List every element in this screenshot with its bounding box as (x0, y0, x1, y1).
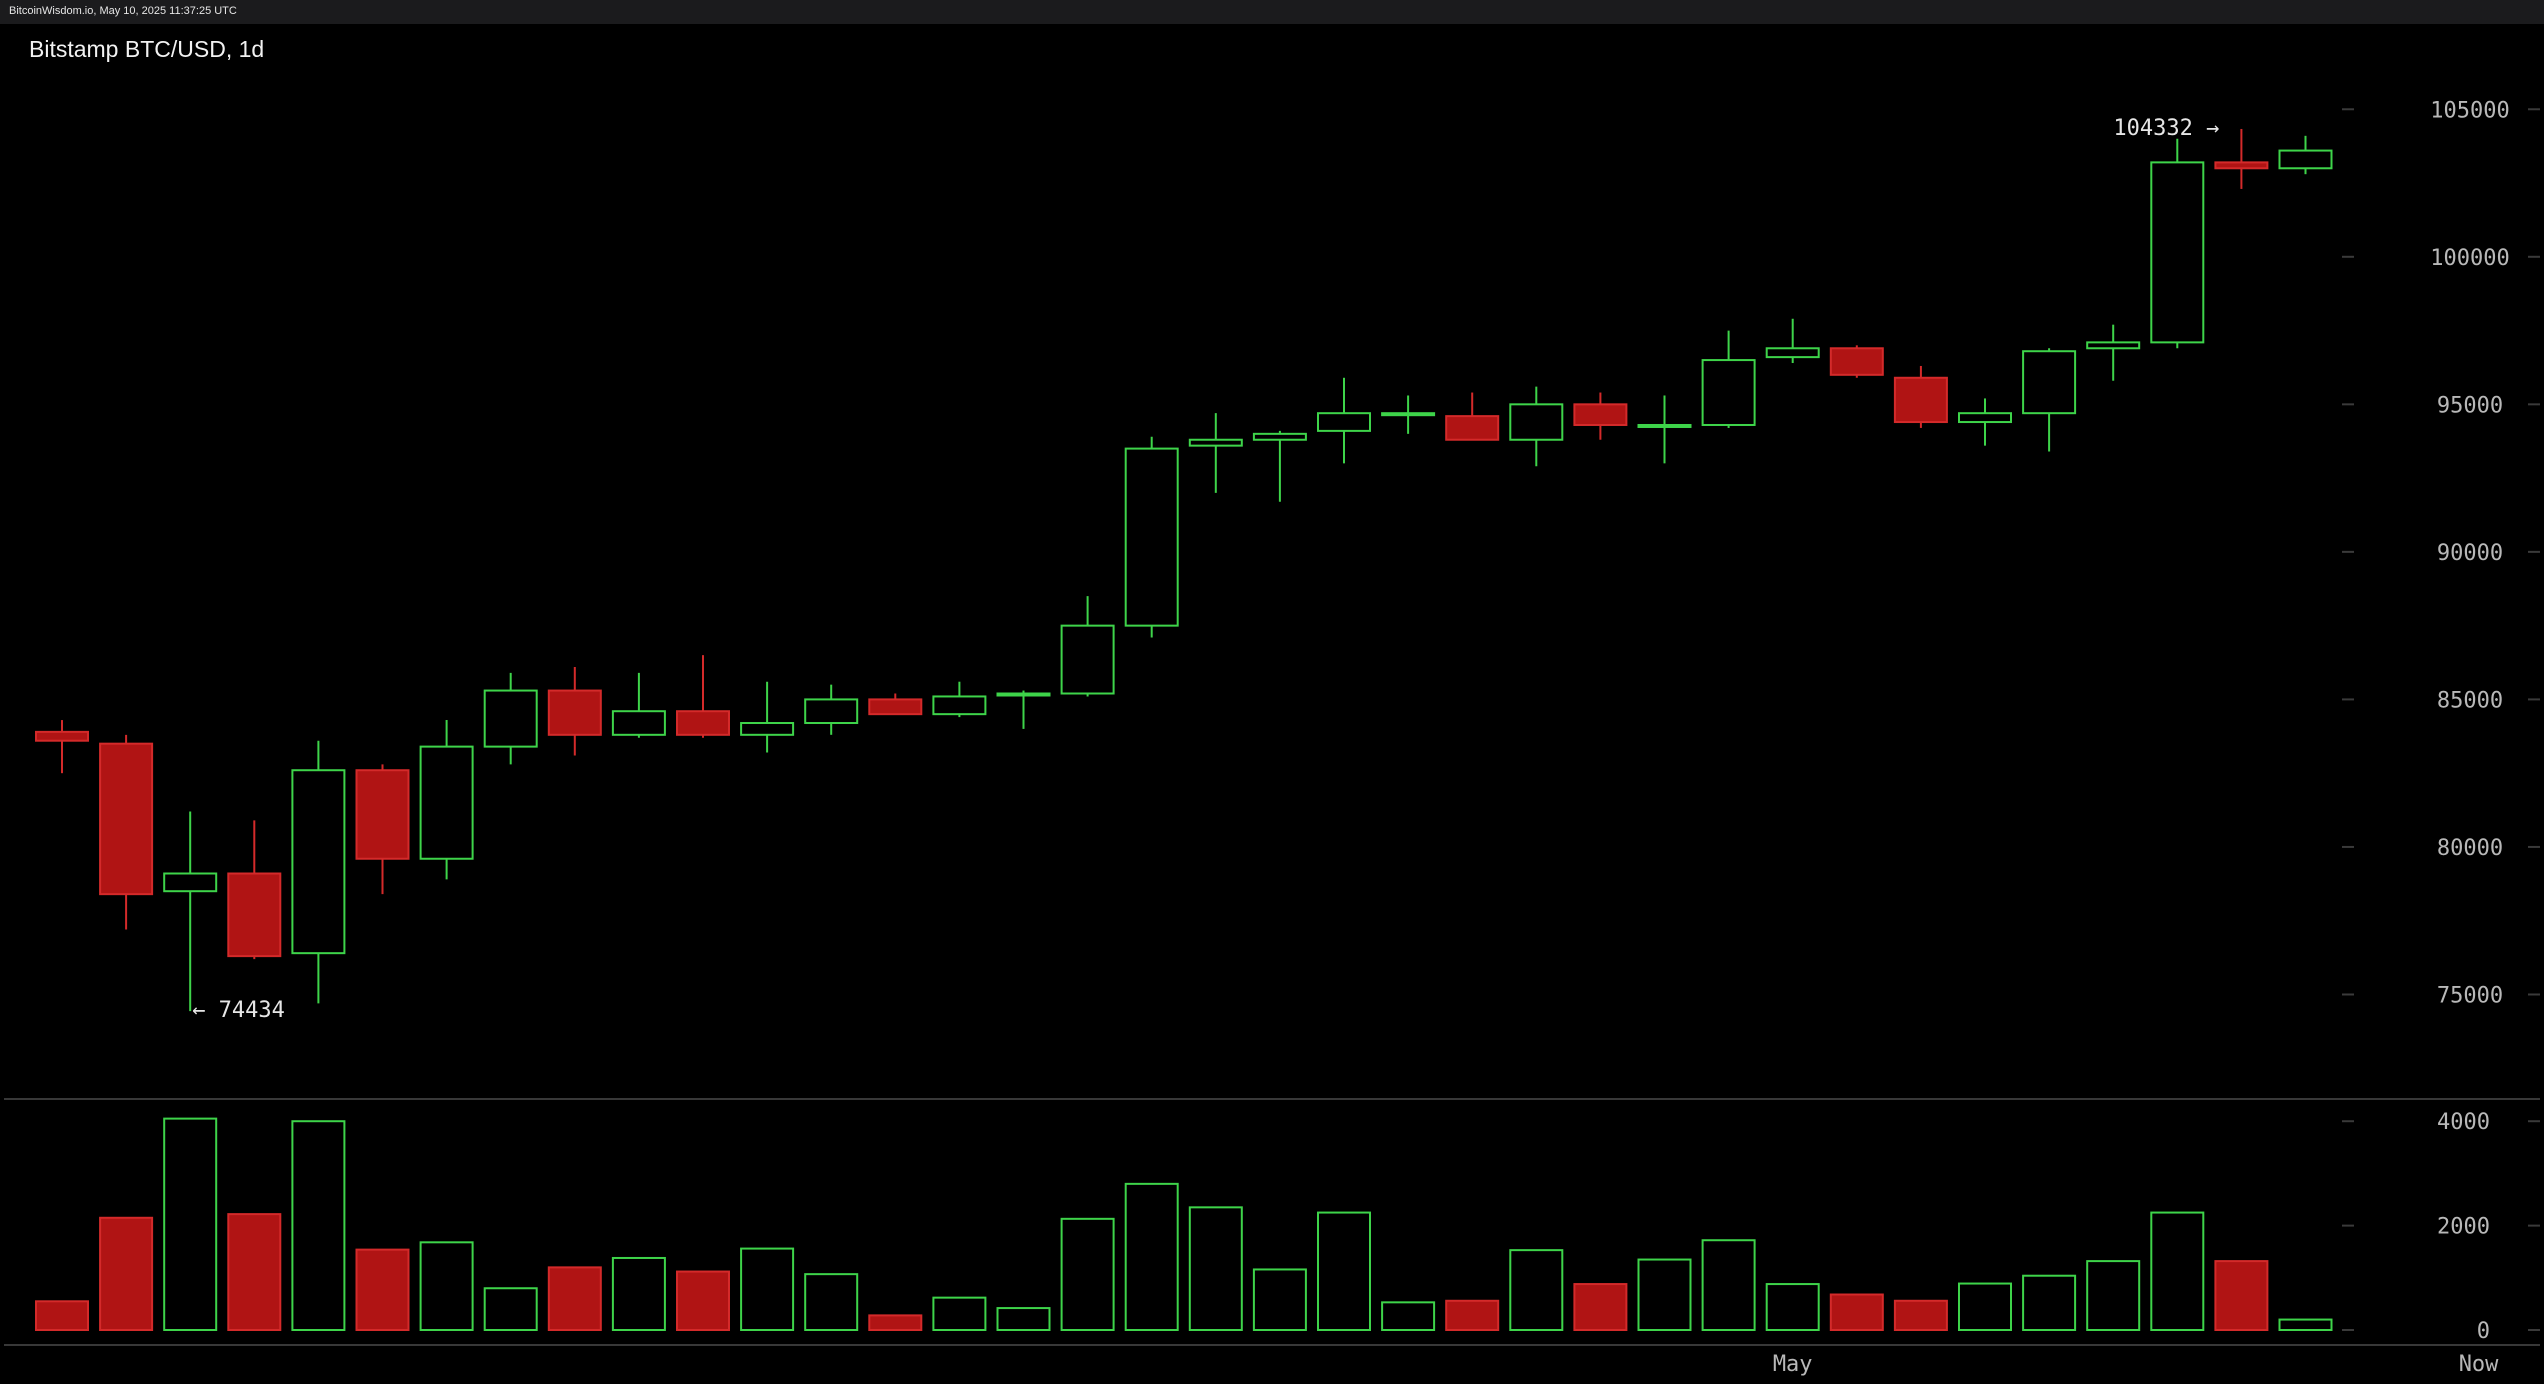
volume-bar-down (2214, 1260, 2269, 1331)
candle-body-up (2022, 350, 2077, 415)
volume-bar-up (1637, 1258, 1692, 1332)
candle-body-down (868, 698, 923, 716)
volume-bar-up (163, 1117, 218, 1331)
volume-bar-up (2086, 1260, 2141, 1331)
volume-bar-up (291, 1120, 346, 1331)
volume-bar-up (1958, 1282, 2012, 1332)
candle-body-up (611, 710, 666, 736)
volume-bar-up (1381, 1301, 1436, 1331)
candle-body-up (932, 695, 987, 716)
candle-body-down (1445, 415, 1500, 441)
candle-body-down (2214, 161, 2269, 170)
volume-bar-up (996, 1307, 1051, 1331)
volume-bar-up (419, 1241, 474, 1332)
chart-panel (2, 24, 2542, 1380)
candle-body-up (740, 722, 795, 736)
low-price-label: ← 74434 (192, 998, 285, 1023)
volume-bar-up (2022, 1274, 2077, 1331)
volume-bar-up (1509, 1249, 1564, 1332)
candle-body-up (1060, 624, 1115, 695)
price-tick-label: 105000 (2430, 98, 2509, 123)
candle-body-up (291, 769, 346, 955)
volume-bar-down (99, 1216, 154, 1332)
volume-bar-up (2150, 1211, 2205, 1332)
candle-body-up (1188, 438, 1243, 447)
candle-layer (35, 128, 2333, 1012)
price-tick-label: 90000 (2437, 541, 2503, 566)
volume-bar-up (804, 1273, 859, 1332)
candle-body-down (1829, 347, 1884, 376)
volume-bar-up (1188, 1206, 1243, 1331)
volume-bar-down (676, 1270, 730, 1332)
chart-title: Bitstamp BTC/USD, 1d (29, 36, 265, 62)
candle-body-down (355, 769, 410, 860)
volume-bar-up (1252, 1268, 1307, 1331)
volume-bar-up (1124, 1182, 1179, 1331)
candle-body-down (676, 710, 730, 736)
candle-body-up (483, 689, 538, 748)
watermark-text: BitcoinWisdom.io, May 10, 2025 11:37:25 … (9, 5, 237, 17)
time-label: May (1773, 1352, 1813, 1377)
volume-bar-up (1060, 1217, 1115, 1331)
volume-bar-up (932, 1296, 987, 1332)
candle-body-up (419, 745, 474, 860)
volume-bar-down (868, 1314, 923, 1332)
candle-body-down (547, 689, 602, 736)
price-tick-label: 100000 (2430, 246, 2509, 271)
candle-body-up (2150, 161, 2205, 344)
candle-body-up (2086, 341, 2141, 350)
candle-body-up (1958, 412, 2012, 424)
volume-bar-down (547, 1266, 602, 1331)
candle-body-up (804, 698, 859, 725)
candle-body-up (1765, 347, 1820, 359)
annotation-layer: 104332 → ← 74434 (192, 116, 2219, 1023)
candle-body-down (35, 730, 89, 742)
volume-tick-label: 4000 (2437, 1110, 2490, 1135)
volume-bar-down (1445, 1299, 1500, 1332)
candle-body-up (1317, 412, 1371, 432)
volume-bar-up (483, 1287, 538, 1331)
candle-body-up (1637, 423, 1692, 428)
volume-tick-label: 2000 (2437, 1215, 2490, 1240)
volume-bar-up (1701, 1239, 1756, 1331)
volume-bar-up (611, 1256, 666, 1331)
volume-bar-down (1893, 1299, 1948, 1332)
volume-bar-down (1573, 1283, 1628, 1331)
volume-bar-down (35, 1300, 89, 1332)
candle-body-up (1509, 403, 1564, 441)
candle-body-down (1573, 403, 1628, 426)
volume-tick-label: 0 (2477, 1319, 2490, 1344)
volume-bar-down (227, 1213, 282, 1331)
volume-bar-up (1765, 1283, 1820, 1331)
axis-layer: 75000 80000 85000 90000 95000 100000 105000 0 20… (1773, 98, 2540, 1377)
high-price-label: 104332 → (2113, 116, 2219, 141)
candle-body-up (1252, 432, 1307, 441)
candle-body-down (99, 742, 154, 896)
candle-body-up (163, 872, 218, 893)
price-tick-label: 85000 (2437, 688, 2503, 713)
volume-bar-down (1829, 1293, 1884, 1332)
time-label: Now (2459, 1352, 2499, 1377)
volume-bar-up (740, 1247, 795, 1331)
candle-body-up (2278, 149, 2333, 170)
candle-body-up (996, 692, 1051, 697)
top-bar: BitcoinWisdom.io, May 10, 2025 11:37:25 … (0, 0, 2544, 24)
volume-bar-up (1317, 1211, 1371, 1332)
price-tick-label: 95000 (2437, 393, 2503, 418)
candle-body-down (227, 872, 282, 958)
volume-bar-down (355, 1248, 410, 1331)
volume-bar-up (2278, 1318, 2333, 1332)
price-tick-label: 80000 (2437, 836, 2503, 861)
grid-layer (4, 1098, 2540, 1346)
price-tick-label: 75000 (2437, 983, 2503, 1008)
candle-body-up (1701, 359, 1756, 426)
candle-body-down (1893, 376, 1948, 424)
candle-body-up (1124, 447, 1179, 627)
volume-layer (35, 1117, 2333, 1332)
candle-body-up (1381, 412, 1436, 417)
